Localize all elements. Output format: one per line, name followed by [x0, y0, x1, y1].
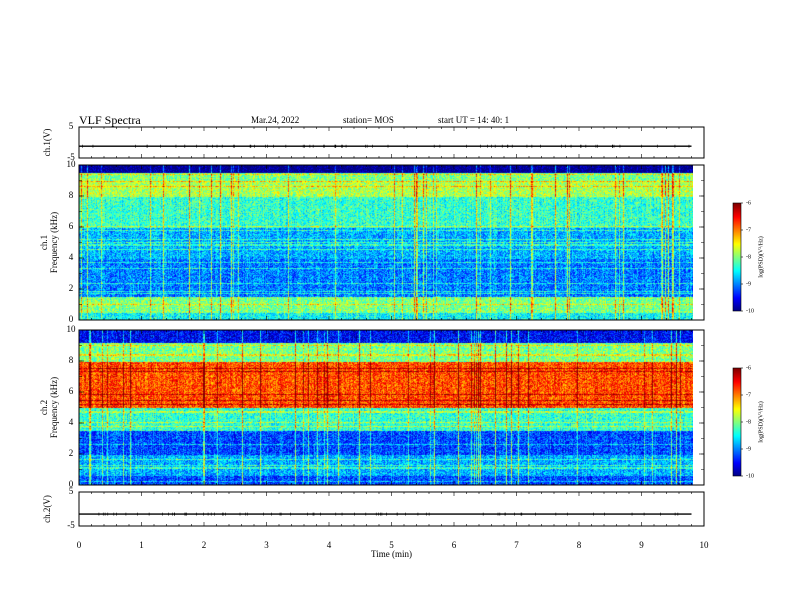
station-label: station= MOS — [343, 115, 394, 125]
ch1-spectrogram-tick-label: 8 — [69, 190, 74, 200]
ch1-spectrogram-tick-label: 10 — [67, 159, 77, 169]
ch2-colorbar — [733, 368, 741, 476]
colorbar-tick-label: -8 — [746, 419, 751, 425]
ch1-spectrogram-prefix: ch.1 — [39, 235, 49, 250]
ch2-spectrogram-tick-label: 10 — [67, 324, 77, 334]
ch1-spectrogram-image — [79, 165, 693, 320]
x-tick-label: 9 — [639, 540, 644, 550]
ch1-spectrogram-tick-label: 4 — [69, 252, 74, 262]
start-ut-label: start UT = 14: 40: 1 — [438, 115, 510, 125]
ch2-spectrogram-image — [79, 330, 693, 485]
colorbar-tick-label: -8 — [746, 254, 751, 260]
colorbar-tick-label: -7 — [746, 392, 751, 398]
ch2-waveform-tick-label: 5 — [69, 486, 74, 496]
ch2-waveform-frame — [78, 491, 705, 527]
colorbar-tick-label: -9 — [746, 446, 751, 452]
figure-title: VLF Spectra — [79, 113, 141, 127]
ch1-waveform-tick-label: 5 — [69, 121, 74, 131]
ch2-spectrogram-tick-label: 0 — [69, 479, 74, 489]
colorbar-tick-label: -7 — [746, 227, 751, 233]
ch2-spectrogram-prefix: ch.2 — [39, 400, 49, 415]
x-tick-label: 5 — [389, 540, 394, 550]
x-tick-label: 3 — [264, 540, 269, 550]
x-tick-label: 1 — [139, 540, 144, 550]
x-tick-label: 7 — [514, 540, 519, 550]
x-tick-label: 0 — [77, 540, 82, 550]
colorbar-tick-label: -6 — [746, 200, 751, 206]
colorbar-tick-label: -6 — [746, 365, 751, 371]
ch1-waveform-ylabel: ch.1(V) — [42, 129, 52, 157]
ch2-spectrogram-tick-label: 6 — [69, 386, 74, 396]
colorbar-tick-label: -10 — [746, 473, 754, 479]
ch2-spectrogram-tick-label: 4 — [69, 417, 74, 427]
x-axis-label: Time (min) — [371, 549, 412, 559]
ch2-waveform-ylabel: ch.2(V) — [42, 495, 52, 523]
x-tick-label: 6 — [452, 540, 457, 550]
x-tick-label: 2 — [202, 540, 207, 550]
date-label: Mar.24, 2022 — [251, 115, 300, 125]
colorbar-tick-label: -9 — [746, 281, 751, 287]
colorbar-label: log(PSD)(V²/Hz) — [757, 236, 764, 277]
x-tick-label: 8 — [577, 540, 582, 550]
ch2-spectrogram-tick-label: 8 — [69, 355, 74, 365]
ch1-spectrogram-ylabel: Frequency (kHz) — [49, 212, 59, 273]
x-tick-label: 4 — [327, 540, 332, 550]
ch1-spectrogram-tick-label: 6 — [69, 221, 74, 231]
ch1-waveform-frame — [78, 126, 705, 159]
ch2-waveform-tick-label: -5 — [67, 520, 75, 530]
ch1-colorbar — [733, 203, 741, 311]
x-tick-label: 10 — [700, 540, 710, 550]
colorbar-label: log(PSD)(V²/Hz) — [757, 401, 764, 442]
ch1-spectrogram-tick-label: 2 — [69, 283, 74, 293]
ch1-spectrogram-tick-label: 0 — [69, 314, 74, 324]
colorbar-tick-label: -10 — [746, 308, 754, 314]
ch1-waveform-tick-label: -5 — [67, 152, 75, 162]
ch2-spectrogram-ylabel: Frequency (kHz) — [49, 377, 59, 438]
ch2-spectrogram-tick-label: 2 — [69, 448, 74, 458]
